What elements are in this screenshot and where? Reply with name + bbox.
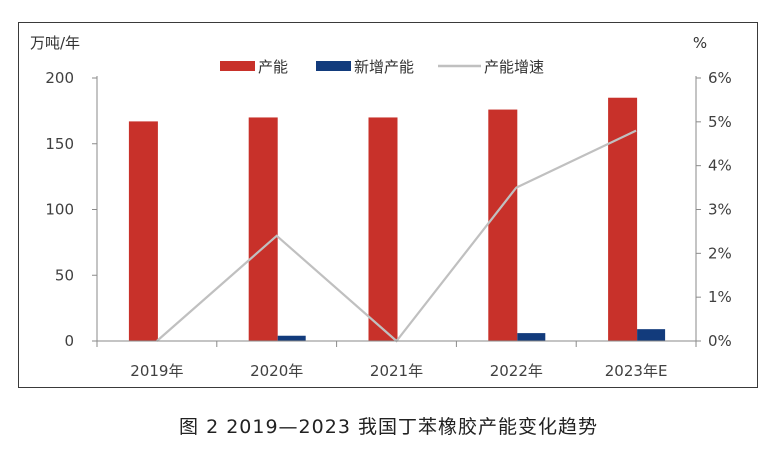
bar-new-capacity-3 xyxy=(517,333,546,341)
legend-swatch-1 xyxy=(316,61,351,71)
bar-capacity-3 xyxy=(488,109,518,341)
left-tick-label: 0 xyxy=(64,332,74,350)
right-tick-label: 2% xyxy=(708,244,732,262)
legend-label-0: 产能 xyxy=(258,58,288,76)
right-tick-label: 6% xyxy=(708,69,732,87)
bar-capacity-2 xyxy=(368,117,398,341)
legend-swatch-0 xyxy=(220,61,255,71)
right-tick-label: 3% xyxy=(708,201,732,219)
x-tick-label: 2020年 xyxy=(250,362,303,380)
x-tick-label: 2022年 xyxy=(490,362,543,380)
x-tick-label: 2019年 xyxy=(130,362,183,380)
bar-capacity-1 xyxy=(248,117,278,341)
left-tick-label: 50 xyxy=(55,266,74,284)
right-tick-label: 5% xyxy=(708,113,732,131)
x-tick-label: 2021年 xyxy=(370,362,423,380)
legend: 产能 新增产能 产能增速 xyxy=(220,58,544,76)
right-tick-label: 0% xyxy=(708,332,732,350)
figure-caption: 图 2 2019—2023 我国丁苯橡胶产能变化趋势 xyxy=(179,416,598,438)
x-tick-label: 2023年E xyxy=(605,362,668,380)
left-axis-unit: 万吨/年 xyxy=(30,34,80,52)
left-tick-label: 150 xyxy=(45,135,74,153)
bar-new-capacity-4 xyxy=(637,329,666,341)
bar-capacity-4 xyxy=(608,97,638,341)
legend-label-2: 产能增速 xyxy=(484,58,544,76)
bar-capacity-0 xyxy=(128,121,158,342)
right-tick-label: 4% xyxy=(708,157,732,175)
right-axis-unit: % xyxy=(693,34,707,52)
left-tick-label: 100 xyxy=(45,201,74,219)
right-tick-label: 1% xyxy=(708,288,732,306)
legend-label-1: 新增产能 xyxy=(354,58,414,76)
bar-new-capacity-1 xyxy=(277,335,306,341)
left-tick-label: 200 xyxy=(45,69,74,87)
